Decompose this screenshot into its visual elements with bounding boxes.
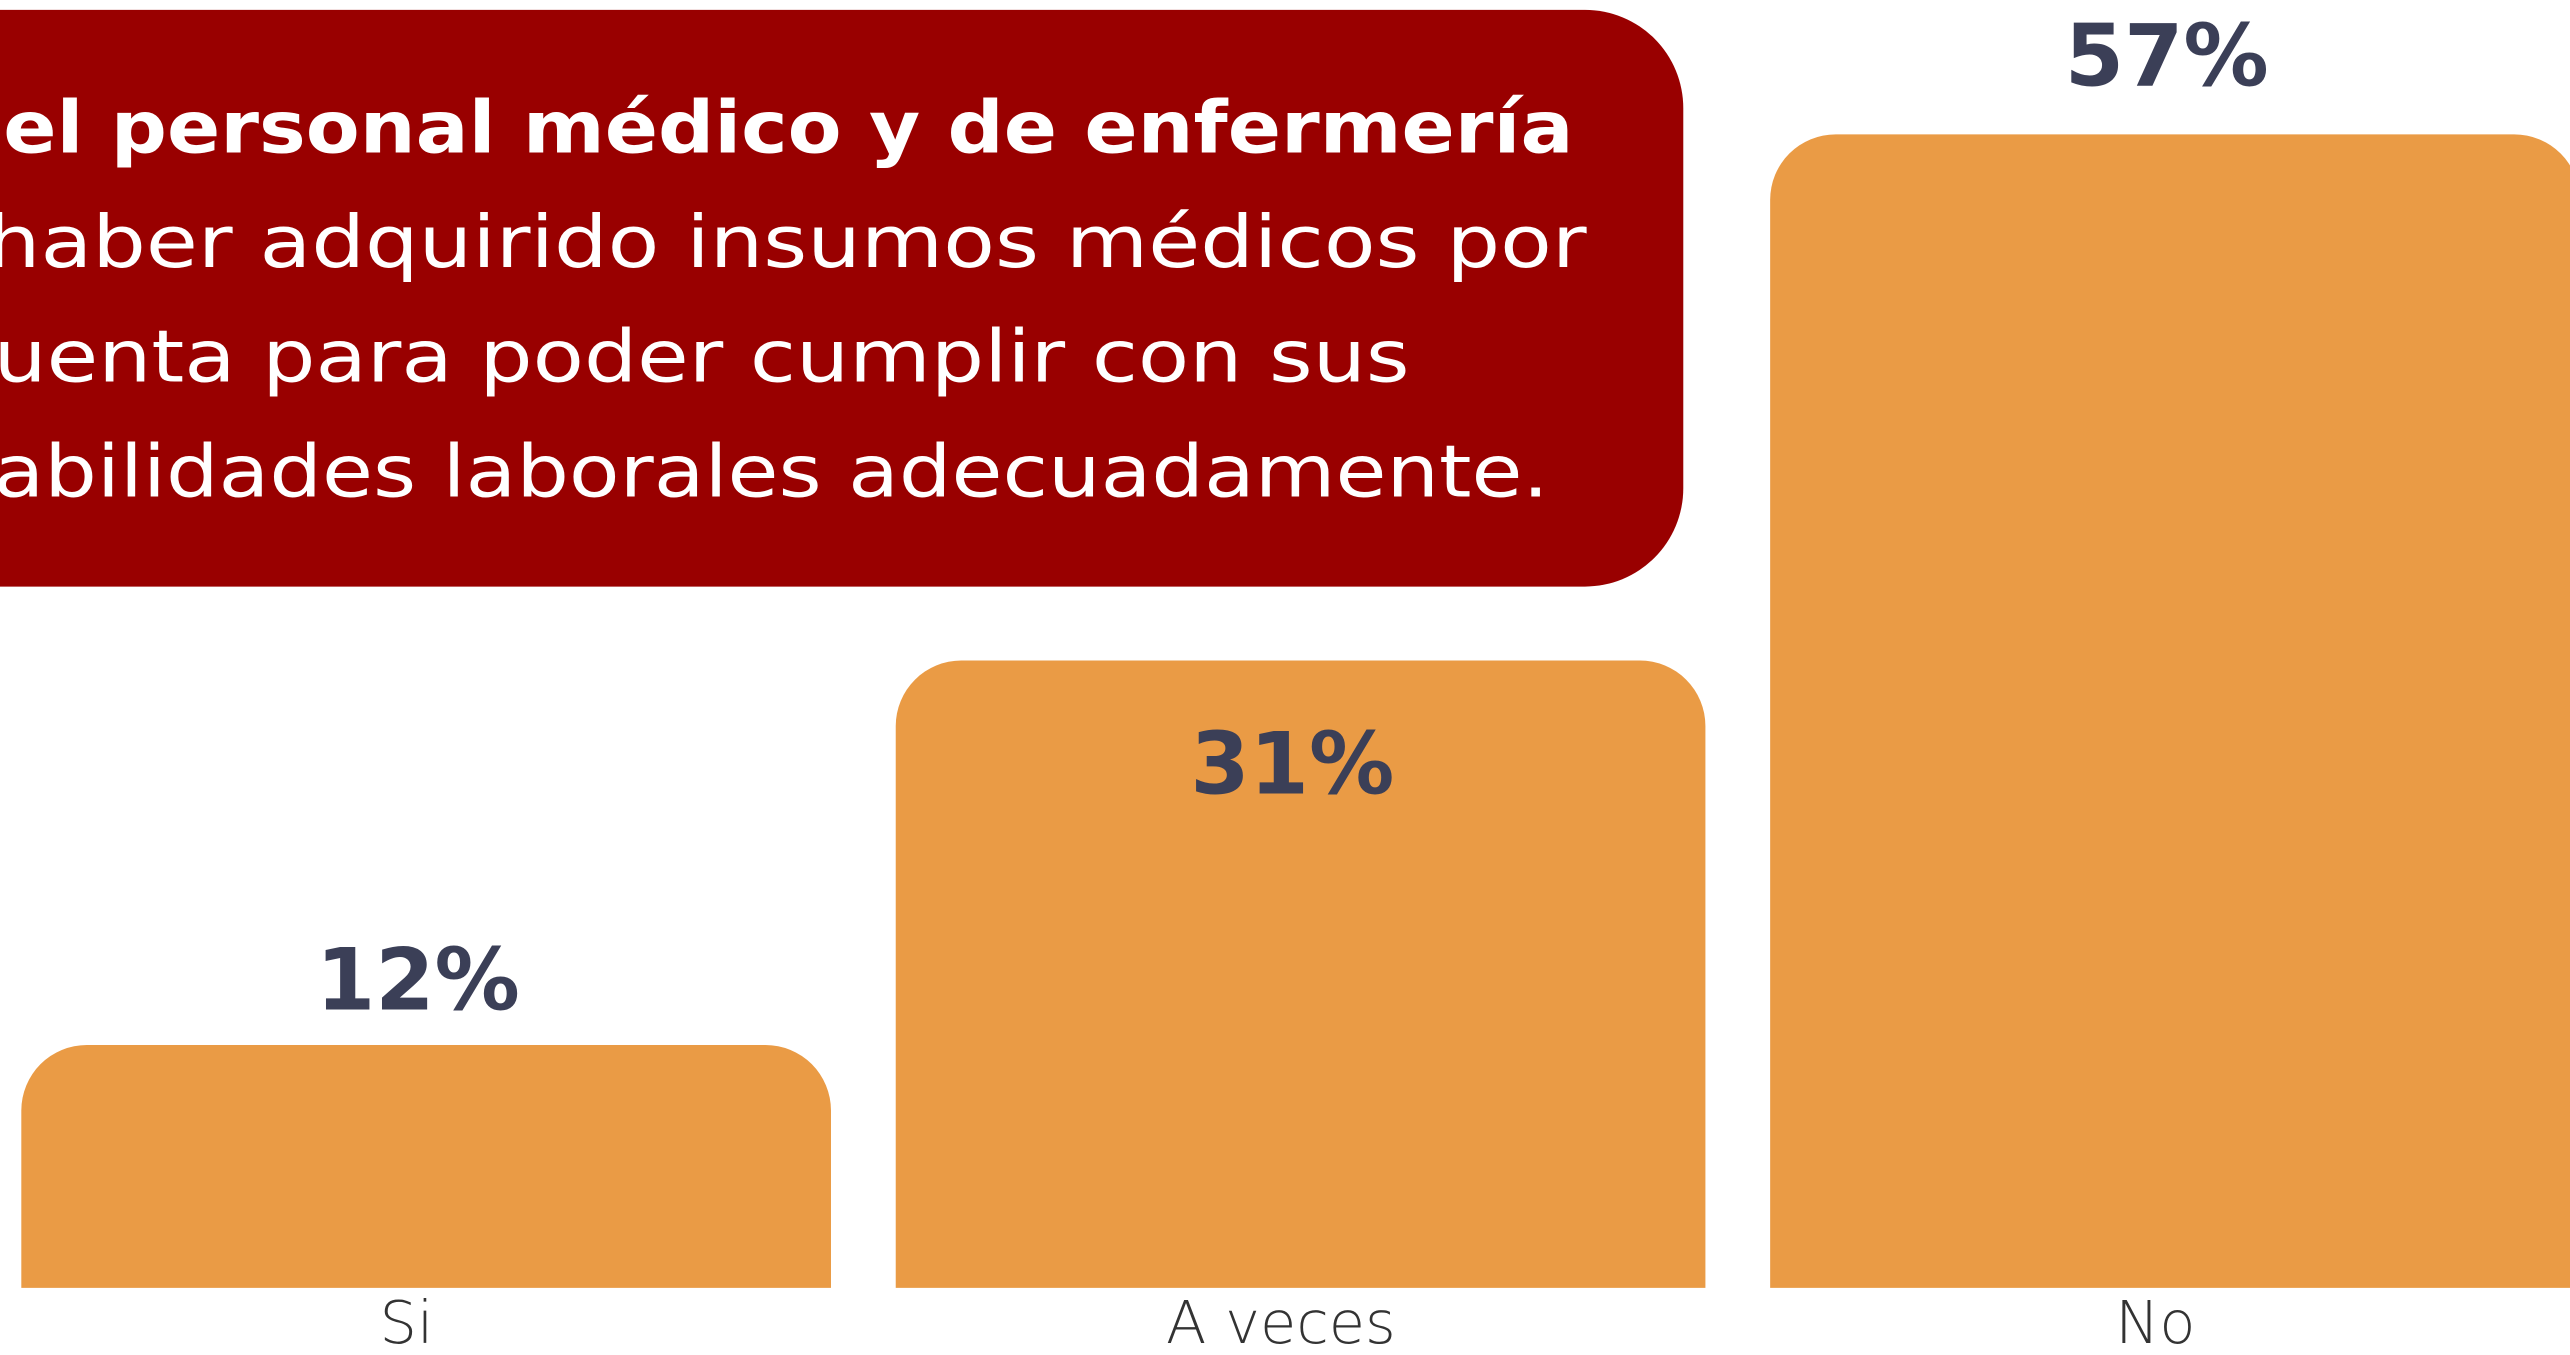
bar (895, 660, 1706, 1288)
value-label: 31% (1190, 716, 1394, 815)
bar (21, 1044, 831, 1288)
title-box (0, 9, 1684, 587)
x-tick-label: A veces (1166, 1288, 1396, 1355)
bar (1770, 134, 2570, 1288)
title-line: uenta para poder cumplir con sus (0, 316, 1410, 400)
value-label: 12% (316, 931, 520, 1030)
title-line: haber adquirido insumos médicos por (0, 201, 1587, 285)
x-tick-label: No (2115, 1288, 2195, 1355)
value-label: 57% (2065, 8, 2269, 107)
title-line: abilidades laborales adecuadamente. (0, 430, 1549, 514)
title-line: el personal médico y de enfermería (3, 86, 1573, 170)
x-tick-label: Si (380, 1288, 434, 1355)
